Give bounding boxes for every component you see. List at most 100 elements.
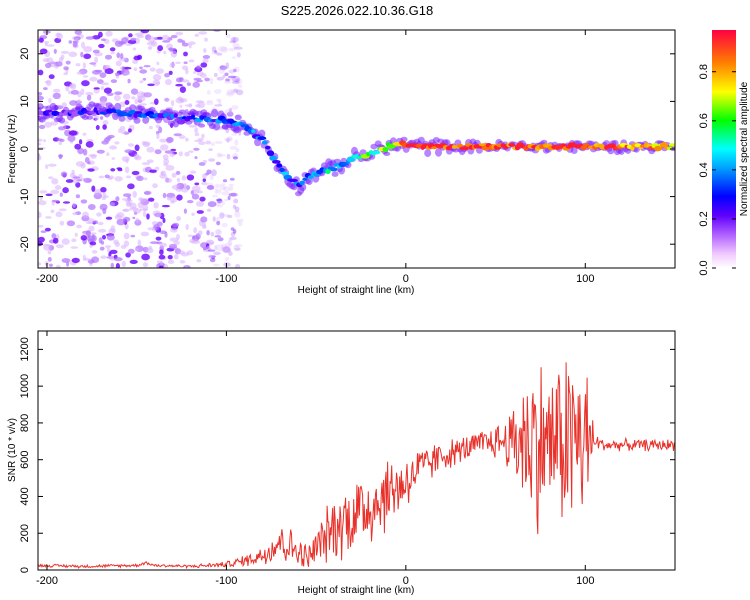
noise-blob: [154, 166, 160, 171]
noise-blob: [205, 246, 211, 252]
noise-blob: [47, 250, 52, 255]
noise-blob: [163, 264, 169, 268]
ridge-cell: [463, 146, 469, 151]
noise-blob: [143, 191, 151, 195]
noise-blob: [235, 78, 243, 85]
noise-blob: [194, 127, 199, 134]
noise-blob: [125, 252, 131, 258]
noise-blob: [168, 70, 173, 75]
noise-blob: [231, 133, 238, 136]
noise-blob: [142, 210, 147, 218]
noise-blob: [226, 153, 231, 160]
noise-blob: [210, 231, 215, 237]
noise-blob: [100, 82, 109, 86]
noise-blob: [80, 199, 88, 204]
ridge-cell: [265, 145, 271, 150]
noise-blob: [171, 99, 175, 107]
noise-blob: [113, 257, 123, 262]
ridge-cell: [382, 146, 389, 152]
noise-blob: [146, 159, 154, 163]
noise-blob: [135, 248, 140, 252]
noise-blob: [227, 111, 234, 117]
noise-blob: [76, 71, 86, 75]
ridge-halo: [331, 171, 339, 177]
ridge-halo: [129, 104, 137, 111]
noise-blob: [221, 201, 225, 206]
noise-blob: [225, 62, 230, 69]
ridge-cell: [560, 143, 566, 148]
noise-blob: [99, 116, 104, 120]
noise-blob: [156, 132, 160, 140]
noise-blob: [230, 227, 235, 231]
noise-blob: [134, 153, 139, 160]
noise-blob: [216, 198, 223, 204]
noise-blob: [232, 37, 237, 44]
noise-blob: [191, 193, 200, 200]
noise-blob: [143, 177, 148, 181]
noise-blob: [109, 249, 118, 254]
noise-blob: [69, 83, 75, 89]
ridge-cell: [373, 150, 381, 155]
noise-blob: [207, 254, 214, 259]
snr-series-line: [38, 362, 675, 570]
noise-blob: [111, 157, 116, 160]
noise-blob: [186, 200, 194, 204]
noise-blob: [121, 198, 130, 201]
noise-blob: [82, 254, 86, 261]
x-tick-label: 0: [403, 273, 409, 285]
noise-blob: [66, 220, 76, 227]
noise-blob: [130, 234, 136, 238]
spectrogram-x-ticks: -200 -100 0 100: [36, 30, 594, 285]
noise-blob: [56, 33, 63, 40]
noise-blob: [104, 174, 110, 179]
noise-blob: [198, 141, 206, 146]
ridge-halo: [424, 149, 432, 158]
noise-blob: [224, 72, 229, 77]
noise-blob: [132, 47, 136, 51]
noise-blob: [232, 75, 241, 83]
noise-blob: [114, 141, 120, 145]
noise-blob: [59, 192, 63, 197]
noise-blob: [183, 51, 188, 57]
noise-blob: [154, 98, 159, 105]
noise-blob: [193, 147, 200, 151]
noise-blob: [200, 73, 207, 78]
noise-blob: [238, 84, 243, 88]
noise-blob: [123, 193, 132, 198]
noise-blob: [184, 265, 189, 268]
noise-blob: [233, 68, 237, 73]
noise-blob: [217, 237, 224, 242]
noise-blob: [38, 142, 42, 146]
noise-blob: [216, 76, 224, 81]
noise-blob: [226, 138, 230, 143]
noise-blob: [200, 242, 208, 249]
noise-blob: [219, 65, 227, 71]
noise-blob: [216, 188, 222, 194]
noise-blob: [229, 76, 238, 82]
ridge-halo: [213, 122, 221, 131]
colorbar-ticks: 0.0 0.2 0.4 0.6 0.8: [698, 64, 736, 276]
noise-blob: [72, 41, 78, 48]
noise-blob: [38, 124, 46, 130]
noise-blob: [203, 48, 207, 53]
noise-blob: [116, 218, 126, 226]
noise-blob: [224, 198, 229, 202]
noise-blob: [231, 80, 240, 84]
noise-blob: [140, 30, 150, 34]
noise-blob: [188, 44, 192, 49]
noise-blob: [90, 232, 97, 235]
noise-blob: [214, 104, 223, 107]
noise-blob: [51, 233, 57, 239]
noise-blob: [123, 232, 130, 240]
noise-blob: [83, 53, 92, 60]
ridge-cell: [634, 143, 642, 148]
noise-blob: [114, 40, 124, 47]
noise-blob: [54, 185, 62, 190]
noise-blob: [81, 80, 90, 87]
noise-blob: [43, 87, 48, 91]
noise-blob: [124, 149, 133, 154]
noise-blob: [211, 50, 219, 55]
noise-blob: [180, 98, 188, 103]
noise-blob: [165, 79, 172, 86]
noise-blob: [68, 51, 78, 58]
